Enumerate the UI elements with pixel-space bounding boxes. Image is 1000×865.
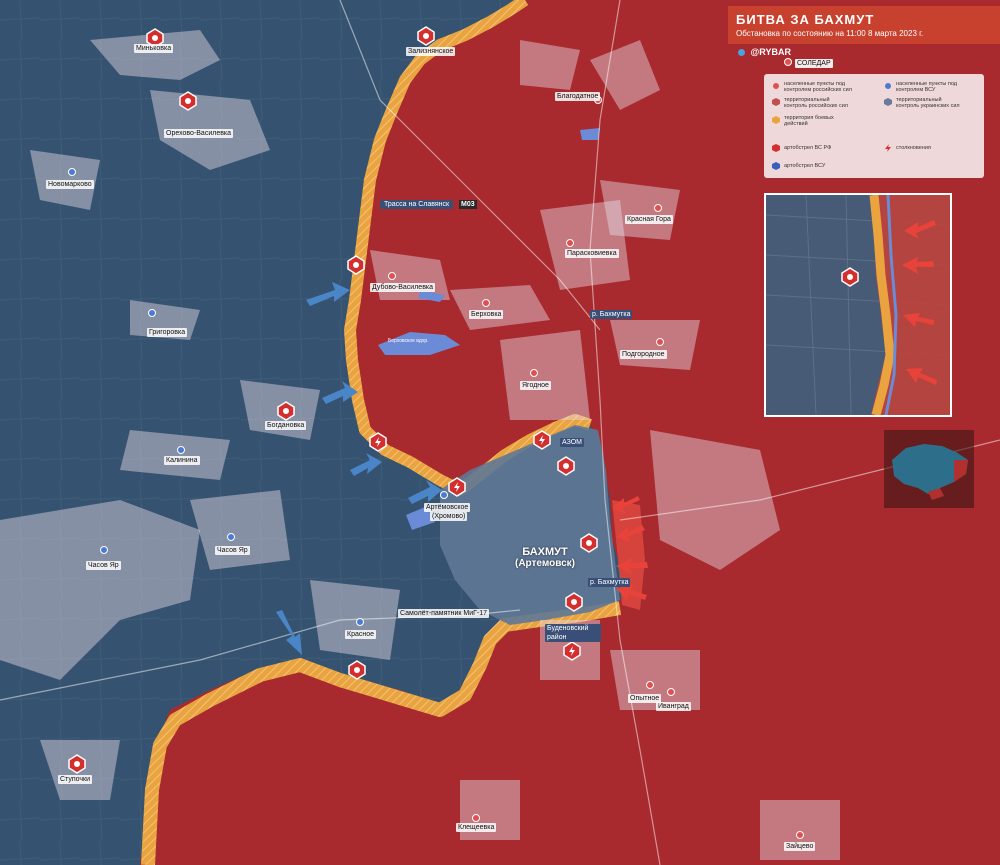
label-dubovo: Дубово-Василевка	[370, 283, 436, 292]
brand-label: @RYBAR	[738, 47, 791, 57]
settlement-dots	[68, 58, 804, 839]
bakhmut-urban-area	[440, 425, 620, 625]
blue-dot-icon	[885, 83, 891, 89]
label-grigorovka: Григоровка	[147, 328, 188, 337]
blue-hex-icon	[884, 98, 892, 106]
label-azom: АЗОМ	[560, 438, 585, 447]
legend-item: территориальный контроль российских сил	[784, 97, 848, 109]
label-podgorodnoe: Подгородное	[620, 350, 667, 359]
label-khromovo: (Хромово)	[430, 512, 468, 521]
label-yagodnoe: Ягодное	[520, 381, 551, 390]
label-paraskovievka: Парасковиевка	[565, 249, 619, 258]
clash-icon	[885, 144, 891, 152]
label-opytnoe: Опытное	[628, 694, 662, 703]
ukrainian-arrows	[276, 282, 442, 655]
orange-hatch-icon	[772, 116, 780, 124]
map-subtitle: Обстановка по состоянию на 11:00 8 марта…	[736, 29, 924, 38]
title-banner: БИТВА ЗА БАХМУТ Обстановка по состоянию …	[728, 6, 1000, 44]
label-ivangrad: Иванград	[656, 702, 691, 711]
label-budenovsky: Буденовский район	[545, 624, 601, 642]
inset-map-graphic	[766, 195, 950, 415]
label-zaliznyanskoe: Зализнянское	[406, 47, 456, 56]
label-berkhovka: Берховка	[469, 310, 504, 319]
label-novomarkovo: Новомарково	[46, 180, 94, 189]
red-artillery-icon	[772, 144, 780, 152]
legend-item: артобстрел ВС РФ	[784, 145, 832, 151]
legend: населенные пункты под контролем российск…	[764, 74, 984, 178]
map-title: БИТВА ЗА БАХМУТ	[736, 12, 875, 27]
label-krasnaya-gora: Красная Гора	[625, 215, 673, 224]
ukraine-outline-icon	[892, 444, 968, 500]
red-dot-icon	[773, 83, 779, 89]
label-krasnoe: Красное	[345, 630, 377, 639]
label-orekhovo: Орехово-Василевка	[164, 129, 234, 138]
label-mig17: Самолёт-памятник МиГ-17	[398, 609, 490, 618]
label-bogdanovka: Богдановка	[265, 421, 307, 430]
label-chasov-yar: Часов Яр	[215, 546, 250, 555]
legend-item: территориальный контроль украинских сил	[896, 97, 960, 109]
label-chasov-yar-west: Часов Яр	[86, 561, 121, 570]
blue-artillery-icon	[772, 162, 780, 170]
legend-item: столкновения	[896, 145, 931, 151]
label-soledar: СОЛЕДАР	[795, 59, 833, 68]
label-zaitsevo: Зайцево	[784, 842, 816, 851]
label-kleshcheevka: Клещеевка	[456, 823, 497, 832]
label-artemovskoe: Артёмовское	[424, 503, 471, 512]
russian-territory-south	[140, 620, 640, 865]
city-bakhmut-alt-name: (Артемовск)	[514, 558, 576, 569]
road-label-slavyansk: Трасса на Славянск	[380, 200, 454, 209]
label-blagodatnoe: Благодатное	[555, 92, 601, 101]
artillery-markers	[68, 26, 598, 774]
russian-arrows	[612, 496, 648, 601]
city-bakhmut: БАХМУТ (Артемовск)	[500, 546, 590, 570]
label-river-bakhmutka-north: р. Бахмутка	[590, 310, 633, 319]
legend-item: артобстрел ВСУ	[784, 163, 826, 169]
road-number-m03: М03	[459, 200, 477, 209]
label-kalinina: Калинина	[164, 456, 200, 465]
label-stupochki: Ступочки	[58, 775, 92, 784]
label-minkovka: Миньковка	[134, 44, 174, 53]
clash-markers	[369, 430, 581, 661]
legend-item: территория боевых действий	[784, 115, 834, 127]
legend-item: населенные пункты под контролем ВСУ	[896, 81, 957, 93]
legend-item: населенные пункты под контролем российск…	[784, 81, 852, 93]
red-hex-icon	[772, 98, 780, 106]
city-bakhmut-name: БАХМУТ	[522, 546, 568, 558]
telegram-icon	[738, 49, 745, 57]
ukraine-locator-map	[884, 430, 974, 508]
brand-text: @RYBAR	[750, 47, 791, 57]
inset-detail-map	[764, 193, 952, 417]
label-reservoir: Берховское вдхр.	[388, 338, 429, 344]
label-river-bakhmutka-south: р. Бахмутка	[588, 578, 631, 587]
